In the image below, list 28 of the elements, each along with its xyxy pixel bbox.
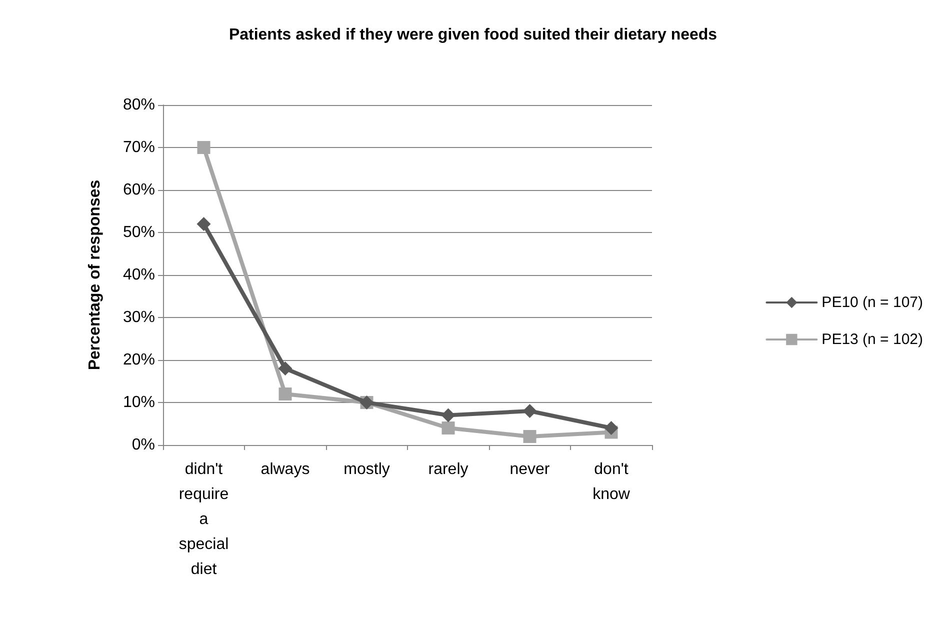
y-tick-label: 60% xyxy=(122,182,155,198)
y-tick-label: 50% xyxy=(122,224,155,241)
x-tick-label: didn't require a special diet xyxy=(178,461,229,578)
y-axis-title: Percentage of responses xyxy=(86,180,104,370)
point xyxy=(604,421,618,435)
y-tick-label: 0% xyxy=(132,436,155,454)
y-tick-label: 20% xyxy=(122,352,155,368)
x-tick-label: never xyxy=(510,461,550,478)
legend-label: PE10 (n = 107) xyxy=(822,294,924,311)
point xyxy=(278,388,292,400)
point xyxy=(522,404,537,418)
y-tick-label: 70% xyxy=(122,139,155,156)
point xyxy=(196,217,211,231)
y-tick-label: 80% xyxy=(122,96,155,114)
y-tick-label: 40% xyxy=(122,266,155,284)
point xyxy=(278,362,292,376)
point xyxy=(197,141,210,154)
y-tick-label: 10% xyxy=(122,394,155,411)
point xyxy=(523,430,536,443)
chart-title: Patients asked if they were given food suited their dietary needs xyxy=(228,26,718,44)
x-tick-label: rarely xyxy=(428,461,468,478)
y-tick-label: 30% xyxy=(122,309,155,326)
point xyxy=(441,408,456,422)
x-tick-label: mostly xyxy=(344,461,390,478)
legend-label: PE13 (n = 102) xyxy=(822,331,924,348)
x-tick-label: don't know xyxy=(592,461,630,503)
x-tick-label: always xyxy=(260,461,310,478)
point xyxy=(442,422,455,434)
